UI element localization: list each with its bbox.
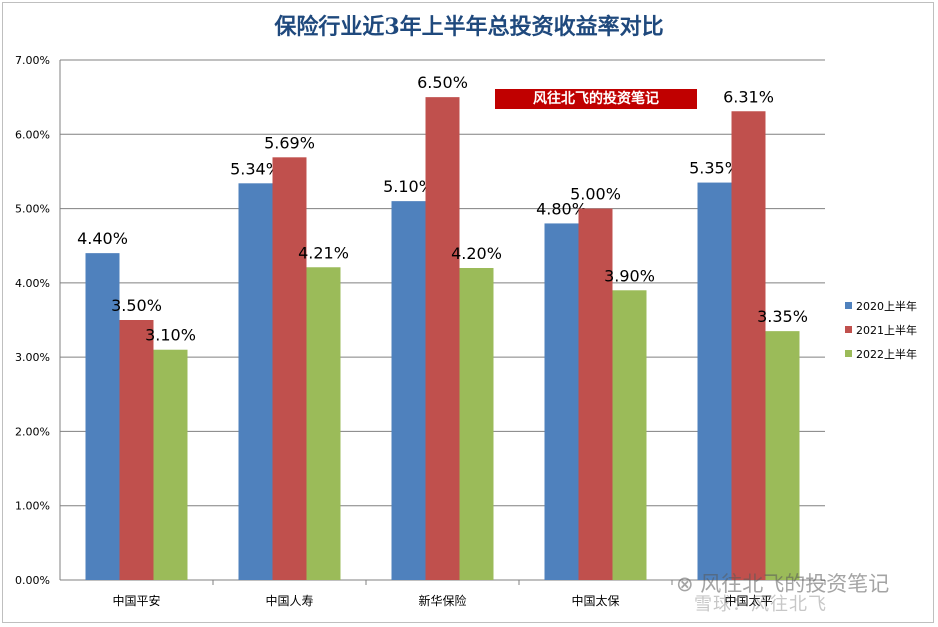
bar — [425, 97, 460, 581]
data-label: 4.40% — [77, 229, 128, 248]
y-tick-label: 2.00% — [15, 425, 50, 438]
data-label: 3.10% — [145, 326, 196, 345]
wechat-icon: ⊗ — [676, 572, 694, 596]
bar — [544, 223, 579, 580]
bar — [238, 183, 273, 581]
bar — [391, 201, 426, 580]
y-tick-label: 6.00% — [15, 128, 50, 141]
x-tick-label: 中国人寿 — [265, 593, 313, 608]
bar — [731, 111, 766, 580]
bar — [306, 267, 341, 580]
y-tick-label: 4.00% — [15, 277, 50, 290]
data-label: 3.35% — [757, 307, 808, 326]
bar — [272, 157, 307, 581]
data-label: 5.34% — [230, 159, 281, 178]
watermark: ⊗ 风往北飞的投资笔记 雪球：风往北飞 — [676, 568, 890, 615]
data-label: 4.80% — [536, 199, 587, 218]
bar — [578, 208, 613, 581]
legend-swatch — [845, 302, 852, 309]
bar — [765, 331, 800, 580]
legend-label: 2022上半年 — [856, 347, 917, 361]
x-tick-label: 新华保险 — [418, 593, 466, 608]
y-tick-label: 1.00% — [15, 500, 50, 513]
y-tick-label: 0.00% — [15, 574, 50, 587]
data-label: 4.20% — [451, 244, 502, 263]
legend-swatch — [845, 326, 852, 333]
bar — [697, 182, 732, 581]
data-label: 5.69% — [264, 133, 315, 152]
data-label: 6.50% — [417, 73, 468, 92]
legend-label: 2021上半年 — [856, 323, 917, 337]
y-tick-label: 3.00% — [15, 351, 50, 364]
chart-title: 保险行业近3年上半年总投资收益率对比 — [273, 14, 663, 40]
watermark-line1: 风往北飞的投资笔记 — [700, 572, 890, 596]
bar — [85, 253, 120, 580]
watermark-line2: 雪球：风往北飞 — [694, 594, 827, 615]
y-tick-label: 5.00% — [15, 203, 50, 216]
bar — [612, 290, 647, 580]
legend-swatch — [845, 350, 852, 357]
data-label: 5.10% — [383, 177, 434, 196]
x-tick-label: 中国太保 — [571, 593, 619, 608]
bar — [153, 349, 188, 580]
legend-label: 2020上半年 — [856, 299, 917, 313]
bar — [459, 268, 494, 580]
bar — [119, 320, 154, 580]
x-tick-label: 中国平安 — [112, 593, 160, 608]
data-label: 3.50% — [111, 296, 162, 315]
y-tick-label: 7.00% — [15, 54, 50, 67]
data-label: 5.35% — [689, 159, 740, 178]
x-tick-label: 中国太平 — [724, 593, 772, 608]
data-label: 3.90% — [604, 266, 655, 285]
banner-label: 风往北飞的投资笔记 — [495, 89, 697, 109]
data-label: 4.21% — [298, 243, 349, 262]
data-label: 6.31% — [723, 87, 774, 106]
data-label: 5.00% — [570, 185, 621, 204]
